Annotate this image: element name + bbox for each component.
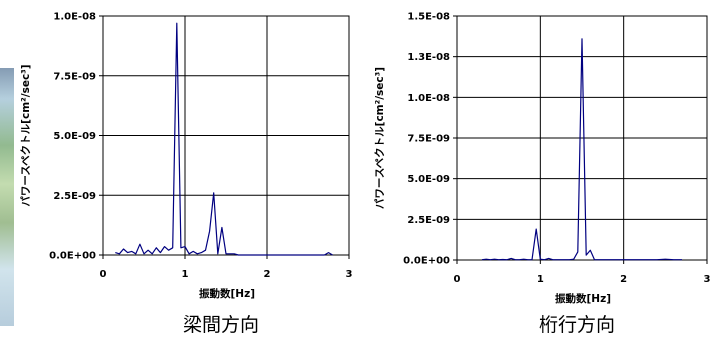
x-axis-label: 振動数[Hz] — [199, 287, 255, 300]
y-axis-label: パワースペクトル[cm²/sec³] — [374, 67, 386, 209]
y-axis-label: パワースペクトル[cm²/sec³] — [20, 64, 32, 206]
y-tick-label: 5.0E-09 — [407, 174, 450, 185]
x-tick-label: 0 — [100, 269, 107, 280]
chart-1: 0.0E+00 2.5E-09 5.0E-09 7.5E-09 1.0E-08 0 1 2 3 振… — [20, 12, 353, 337]
series-line-1 — [481, 38, 682, 261]
x-tick-label: 2 — [264, 269, 271, 280]
y-tick-label: 1.0E-08 — [53, 12, 96, 23]
y-tick-label: 2.5E-09 — [407, 215, 450, 226]
chart-caption: 桁行方向 — [539, 314, 615, 336]
y-tick-label: 2.5E-09 — [53, 191, 96, 202]
y-tick-label: 1.3E-08 — [407, 52, 450, 63]
x-tick-label: 2 — [620, 274, 627, 285]
x-tick-label: 1 — [182, 269, 189, 280]
y-tick-label: 0.0E+00 — [403, 256, 450, 267]
chart-caption: 梁間方向 — [183, 314, 259, 336]
background-photo-strip — [0, 68, 14, 326]
chart-2: 0.0E+00 2.5E-09 5.0E-09 7.5E-09 1.0E-08 1.3E-… — [374, 12, 711, 337]
x-tick-label: 3 — [346, 269, 353, 280]
x-tick-label: 3 — [704, 274, 711, 285]
y-tick-label: 7.5E-09 — [53, 71, 96, 82]
x-tick-label: 1 — [537, 274, 544, 285]
series-line-1 — [115, 22, 333, 256]
y-tick-label: 1.0E-08 — [407, 93, 450, 104]
y-tick-label: 7.5E-09 — [407, 134, 450, 145]
x-axis-label: 振動数[Hz] — [555, 292, 611, 305]
x-tick-label: 0 — [454, 274, 461, 285]
y-tick-label: 5.0E-09 — [53, 131, 96, 142]
y-tick-label: 1.5E-08 — [407, 12, 450, 23]
y-tick-label: 0.0E+00 — [49, 251, 96, 262]
